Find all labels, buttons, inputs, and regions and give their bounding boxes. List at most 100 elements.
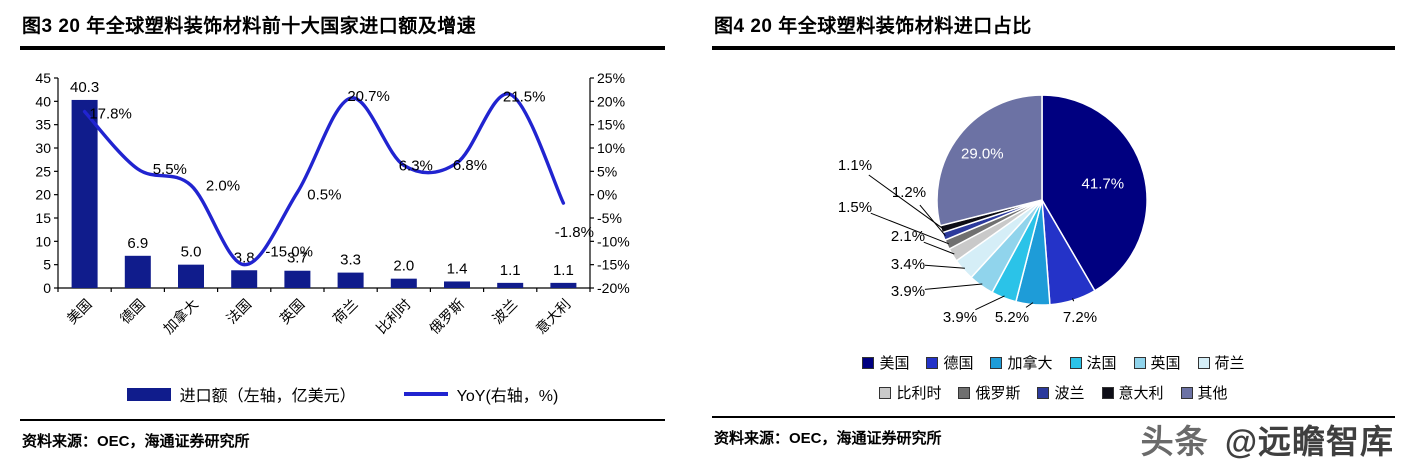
pie-legend-item: 其他: [1180, 382, 1228, 403]
figure3-title: 图3 20 年全球塑料装饰材料前十大国家进口额及增速: [20, 6, 665, 50]
svg-text:40: 40: [35, 93, 51, 109]
svg-text:30: 30: [35, 140, 51, 156]
svg-text:7.2%: 7.2%: [1063, 309, 1097, 326]
svg-text:俄罗斯: 俄罗斯: [426, 296, 467, 337]
legend-color-swatch: [1037, 386, 1050, 399]
svg-text:6.9: 6.9: [127, 235, 148, 252]
right-axis-labels: 25% 20% 15% 10% 5% 0% -5% -10% -15% -20%: [597, 70, 630, 296]
bar-6: [390, 278, 417, 288]
svg-text:5.2%: 5.2%: [995, 309, 1029, 326]
legend-label: 波兰: [1054, 385, 1085, 402]
svg-text:0%: 0%: [597, 187, 617, 203]
legend-label: 英国: [1150, 355, 1181, 372]
watermark-handle: @远瞻智库: [1224, 423, 1394, 460]
legend-label: 美国: [879, 355, 910, 372]
pie-legend-item: 美国: [862, 352, 909, 373]
pie-legend-item: 英国: [1133, 352, 1181, 373]
pie-legend-item: 意大利: [1101, 382, 1164, 403]
line-swatch: [403, 392, 448, 396]
svg-text:5.5%: 5.5%: [153, 161, 187, 178]
svg-text:德国: 德国: [117, 296, 148, 327]
legend-color-swatch: [1180, 386, 1193, 399]
figure4-panel: 图4 20 年全球塑料装饰材料进口占比 41.7% 7.2% 5.2% 3.9% 3.9…: [712, 6, 1395, 448]
svg-text:5.0: 5.0: [181, 244, 202, 261]
bar-line-chart: 45 40 35 30 25 20 15 10 5 0 25% 20% 15% 10% 5% 0% -5% -10…: [35, 70, 630, 337]
svg-text:-15%: -15%: [597, 257, 630, 273]
svg-text:法国: 法国: [223, 296, 254, 327]
svg-text:1.1: 1.1: [553, 262, 574, 279]
svg-text:5: 5: [43, 257, 51, 273]
pie-slice-0: [1041, 94, 1148, 292]
bar-chart-legend: 进口额（左轴，亿美元） YoY(右轴，%): [20, 382, 665, 406]
legend-label: 其他: [1197, 385, 1228, 402]
bar-value-labels: 40.36.95.0 3.8 3.7 3.3 2.0 1.4 1.1 1.1: [70, 79, 574, 279]
legend-color-swatch: [958, 386, 971, 399]
legend-color-swatch: [926, 356, 939, 369]
svg-text:1.1: 1.1: [500, 262, 521, 279]
legend-label: 进口额（左轴，亿美元）: [179, 388, 356, 405]
svg-text:比利时: 比利时: [373, 296, 414, 337]
figure3-panel: 图3 20 年全球塑料装饰材料前十大国家进口额及增速 45 40 35 30 25 20 1…: [20, 6, 665, 451]
svg-text:1.2%: 1.2%: [892, 184, 926, 201]
svg-text:29.0%: 29.0%: [961, 146, 1004, 163]
svg-text:3.4%: 3.4%: [891, 256, 925, 273]
svg-text:41.7%: 41.7%: [1082, 176, 1125, 193]
svg-text:17.8%: 17.8%: [89, 106, 132, 123]
svg-text:25%: 25%: [597, 70, 625, 86]
pie-slices: [936, 94, 1148, 306]
svg-text:35: 35: [35, 117, 51, 133]
x-axis-labels: 美国 德国 加拿大 法国 英国 荷兰 比利时 俄罗斯 波兰 意大利: [64, 296, 574, 337]
svg-text:25: 25: [35, 163, 51, 179]
svg-text:-1.8%: -1.8%: [555, 224, 594, 241]
svg-text:-15.0%: -15.0%: [265, 244, 313, 261]
svg-text:3.9%: 3.9%: [943, 309, 977, 326]
legend-label: 意大利: [1118, 385, 1164, 402]
svg-text:3.3: 3.3: [340, 252, 361, 269]
legend-color-swatch: [862, 356, 875, 369]
bar-3: [231, 270, 258, 288]
svg-text:10%: 10%: [597, 140, 625, 156]
legend-color-swatch: [1197, 356, 1210, 369]
yoy-line-path: [82, 92, 566, 267]
legend-item: YoY(右轴，%): [403, 382, 558, 406]
left-axis-labels: 45 40 35 30 25 20 15 10 5 0: [35, 70, 51, 296]
svg-text:美国: 美国: [64, 296, 95, 327]
legend-label: 加拿大: [1007, 355, 1053, 372]
svg-text:荷兰: 荷兰: [330, 296, 361, 327]
svg-text:20%: 20%: [597, 93, 625, 109]
pie-labels: 41.7% 7.2% 5.2% 3.9% 3.9% 3.4% 2.1% 1.5% 1.2% 1.1…: [838, 146, 1124, 326]
bar-4: [284, 270, 311, 288]
svg-text:5%: 5%: [597, 163, 617, 179]
legend-label: 法国: [1086, 355, 1117, 372]
svg-text:6.3%: 6.3%: [399, 157, 433, 174]
svg-text:2.1%: 2.1%: [891, 228, 925, 245]
bar-2: [178, 264, 204, 288]
pie-legend-item: 波兰: [1037, 382, 1085, 403]
bar-8: [497, 282, 524, 288]
svg-text:21.5%: 21.5%: [503, 88, 546, 105]
svg-text:45: 45: [35, 70, 51, 86]
svg-text:2.0%: 2.0%: [206, 177, 240, 194]
svg-text:-5%: -5%: [597, 210, 622, 226]
legend-color-swatch: [1133, 356, 1146, 369]
figure4-source: 资料来源：OEC，海通证券研究所: [712, 416, 1395, 448]
watermark-prefix: 头条: [1140, 423, 1209, 460]
pie-chart: 41.7% 7.2% 5.2% 3.9% 3.9% 3.4% 2.1% 1.5% 1.2% 1.1…: [838, 94, 1148, 326]
legend-color-swatch: [879, 386, 892, 399]
pie-legend-item: 加拿大: [990, 352, 1053, 373]
svg-text:2.0: 2.0: [393, 258, 414, 275]
bar-swatch: [126, 387, 171, 401]
svg-text:波兰: 波兰: [489, 296, 520, 327]
legend-color-swatch: [1101, 386, 1114, 399]
pie-legend: 美国 德国 加拿大 法国 英国 荷兰 比利时 俄罗斯 波兰 意大利 其他: [712, 352, 1395, 403]
bars-group: [71, 99, 577, 288]
svg-text:6.8%: 6.8%: [453, 157, 487, 174]
svg-text:0: 0: [43, 280, 51, 296]
legend-color-swatch: [990, 356, 1003, 369]
pie-legend-item: 比利时: [879, 382, 941, 403]
bar-1: [124, 255, 151, 288]
pie-legend-row-2: 比利时 俄罗斯 波兰 意大利 其他: [712, 382, 1395, 403]
svg-text:3.7: 3.7: [287, 250, 308, 267]
svg-text:10: 10: [35, 233, 51, 249]
bar-0: [71, 99, 98, 288]
